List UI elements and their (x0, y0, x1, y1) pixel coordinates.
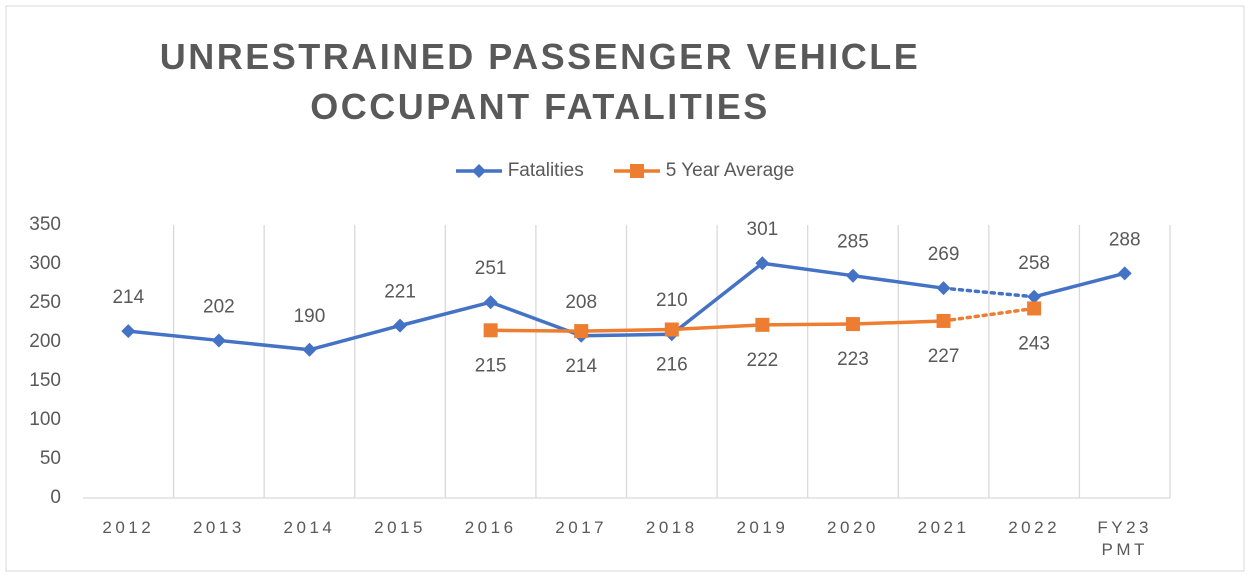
marker (121, 324, 136, 339)
x-tick-label: 2022 (1008, 518, 1061, 537)
frame (5, 5, 1245, 572)
marker (845, 268, 860, 283)
marker (664, 322, 679, 337)
line-segment (1033, 271, 1126, 299)
x-tick-label: FY23 PMT (1097, 518, 1153, 559)
data-label: 216 (656, 355, 688, 376)
data-label: 243 (1018, 333, 1050, 354)
legend-label: Fatalities (507, 160, 584, 181)
data-label: 258 (1018, 253, 1050, 274)
x-tick-label: 2019 (736, 518, 789, 537)
data-label: 221 (384, 282, 416, 303)
line-segment (490, 328, 582, 333)
line-segment (581, 332, 672, 338)
marker (845, 317, 860, 332)
data-label: 269 (928, 244, 960, 265)
marker (483, 323, 498, 338)
line-segment (581, 327, 672, 333)
y-tick-label: 300 (29, 253, 61, 274)
x-tick-label: 2021 (917, 518, 970, 537)
y-tick-label: 0 (50, 487, 61, 508)
data-label: 285 (837, 232, 869, 253)
x-tick-label: 2013 (192, 518, 245, 537)
data-label: 210 (656, 290, 688, 311)
marker (483, 295, 498, 310)
line-segment (670, 261, 764, 336)
data-label: 288 (1109, 229, 1141, 250)
y-tick-label: 350 (29, 214, 61, 235)
marker (471, 164, 486, 178)
data-label: 202 (203, 296, 235, 317)
x-tick-label: 2016 (464, 518, 517, 537)
y-tick-label: 250 (29, 292, 61, 313)
legend-item: Fatalities (455, 160, 584, 182)
line-segment (762, 322, 853, 327)
y-tick-label: 200 (29, 331, 61, 352)
marker (1117, 266, 1132, 281)
data-label: 214 (112, 287, 144, 308)
data-label: 227 (928, 346, 960, 367)
marker (755, 256, 770, 271)
y-tick-label: 150 (29, 370, 61, 391)
line-segment (941, 286, 1036, 299)
marker (393, 318, 408, 333)
line-segment (399, 300, 492, 328)
data-label: 190 (294, 306, 326, 327)
marker (211, 333, 226, 348)
marker (302, 342, 317, 357)
legend-swatch (613, 164, 660, 178)
line-segment (852, 273, 944, 290)
x-tick-label: 2014 (283, 518, 336, 537)
data-label: 301 (747, 219, 779, 240)
data-label: 251 (475, 258, 507, 279)
marker (1027, 289, 1042, 304)
line-segment (218, 338, 310, 352)
legend-item: 5 Year Average (613, 160, 795, 182)
data-label: 208 (565, 292, 597, 313)
x-tick-label: 2018 (645, 518, 698, 537)
data-label: 223 (837, 349, 869, 370)
x-tick-label: 2012 (102, 518, 155, 537)
y-tick-label: 100 (29, 409, 61, 430)
y-tick-label: 50 (40, 448, 61, 469)
chart-title: UNRESTRAINED PASSENGER VEHICLE OCCUPANT … (159, 36, 921, 127)
x-tick-label: 2017 (555, 518, 608, 537)
line-segment (128, 329, 220, 343)
data-label: 222 (747, 350, 779, 371)
marker (1027, 301, 1042, 316)
legend: Fatalities 5 Year Average (0, 160, 1250, 182)
line-segment (309, 323, 401, 352)
x-tick-label: 2020 (827, 518, 879, 537)
marker (755, 317, 770, 332)
line-segment (671, 323, 763, 332)
marker (936, 313, 951, 328)
legend-label: 5 Year Average (665, 160, 795, 181)
data-label: 215 (475, 355, 507, 376)
data-label: 214 (565, 356, 597, 377)
line-segment (941, 306, 1036, 323)
line-segment (762, 261, 854, 278)
marker (629, 164, 644, 178)
marker (936, 281, 951, 296)
legend-swatch (455, 164, 502, 178)
line-segment (852, 319, 944, 326)
x-tick-label: 2015 (374, 518, 426, 537)
marker (574, 324, 589, 339)
